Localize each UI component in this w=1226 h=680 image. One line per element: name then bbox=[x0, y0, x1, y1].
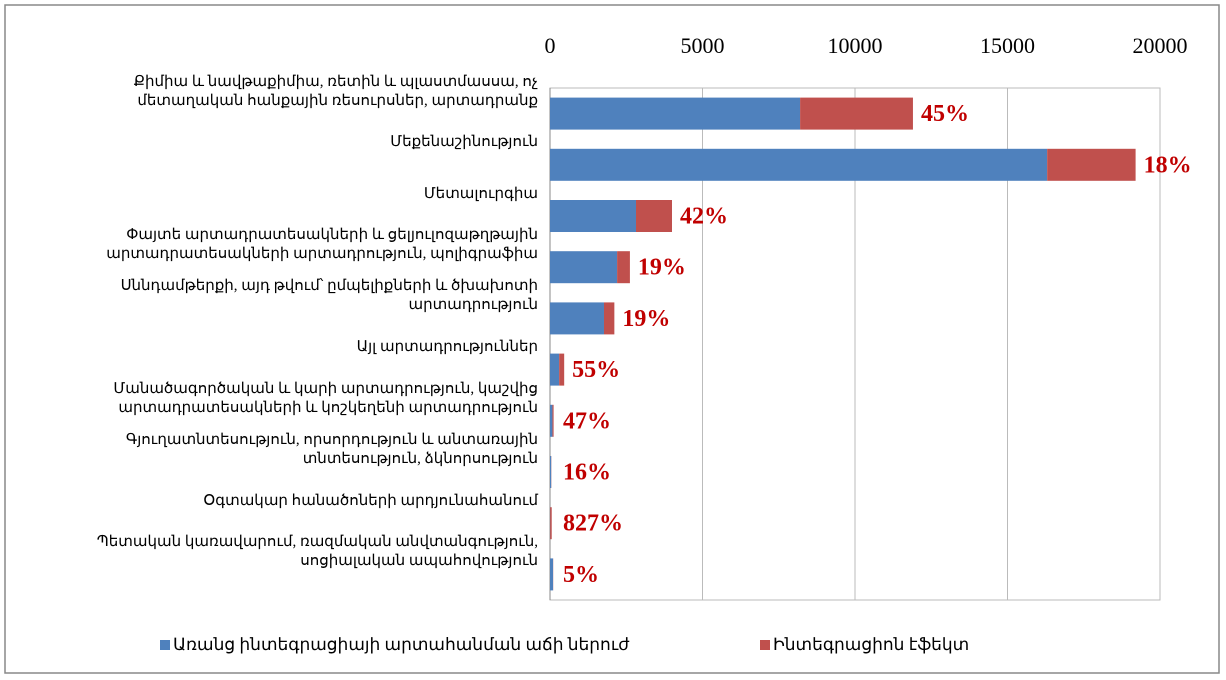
legend-swatch bbox=[760, 640, 770, 650]
y-tick-label: Փայտե արտադրատեսակների և ցելյուլոզաթղթայ… bbox=[106, 227, 538, 263]
x-tick-label: 15000 bbox=[980, 33, 1035, 58]
bar bbox=[550, 507, 552, 540]
bar bbox=[550, 148, 1048, 181]
chart-border bbox=[4, 4, 1220, 674]
bar bbox=[550, 200, 637, 232]
legend-swatch bbox=[160, 640, 170, 650]
bar bbox=[550, 353, 560, 386]
legend-label: Ինտեգրացիոն էֆեկտ bbox=[773, 635, 969, 654]
data-label: 42% bbox=[680, 204, 728, 230]
x-tick-label: 0 bbox=[545, 33, 556, 58]
bar bbox=[550, 251, 618, 284]
y-tick-label: Այլ արտադրություններ bbox=[356, 339, 538, 356]
bar bbox=[550, 456, 552, 488]
y-tick-label: Մանածագործական և կարի արտադրություն, կաշ… bbox=[113, 380, 538, 416]
data-label: 16% bbox=[563, 460, 611, 486]
x-tick-label: 10000 bbox=[828, 33, 883, 58]
bar bbox=[550, 404, 553, 437]
legend-label: Առանց ինտեգրացիայի արտահանման աճի ներուժ bbox=[173, 635, 630, 654]
data-label: 827% bbox=[563, 511, 623, 537]
bar bbox=[1047, 148, 1136, 181]
bar bbox=[550, 97, 801, 130]
x-tick-label: 20000 bbox=[1133, 33, 1188, 58]
data-label: 45% bbox=[921, 101, 969, 127]
y-tick-label: Մեքենաշինություն bbox=[390, 134, 538, 151]
bar bbox=[550, 302, 604, 335]
bar bbox=[617, 251, 630, 284]
bar bbox=[559, 353, 565, 386]
data-label: 19% bbox=[622, 306, 670, 332]
data-label: 55% bbox=[572, 357, 620, 383]
bar bbox=[636, 200, 672, 232]
data-label: 47% bbox=[563, 408, 611, 434]
data-label: 5% bbox=[563, 562, 599, 588]
bar bbox=[550, 558, 554, 591]
data-label: 19% bbox=[638, 255, 686, 281]
y-tick-label: Մետալուրգիա bbox=[423, 185, 538, 202]
y-tick-label: Պետական կառավարում, ռազմական անվտանգությ… bbox=[96, 534, 538, 570]
bar bbox=[603, 302, 615, 335]
y-tick-label: Քիմիա և նավթաքիմիա, ռետին և պլաստմասսա, … bbox=[133, 73, 538, 109]
x-tick-label: 5000 bbox=[681, 33, 725, 58]
bar bbox=[800, 97, 913, 130]
bar bbox=[552, 404, 554, 437]
data-label: 18% bbox=[1144, 152, 1192, 178]
y-tick-label: Գյուղատնտեսություն, որսորդություն և անտա… bbox=[125, 432, 538, 467]
y-tick-label: Սննդամթերքի, այդ թվում՝ ըմպելիքների և ծխ… bbox=[120, 278, 538, 314]
y-tick-label: Օգտակար հանածոների արդյունահանում bbox=[203, 492, 538, 509]
